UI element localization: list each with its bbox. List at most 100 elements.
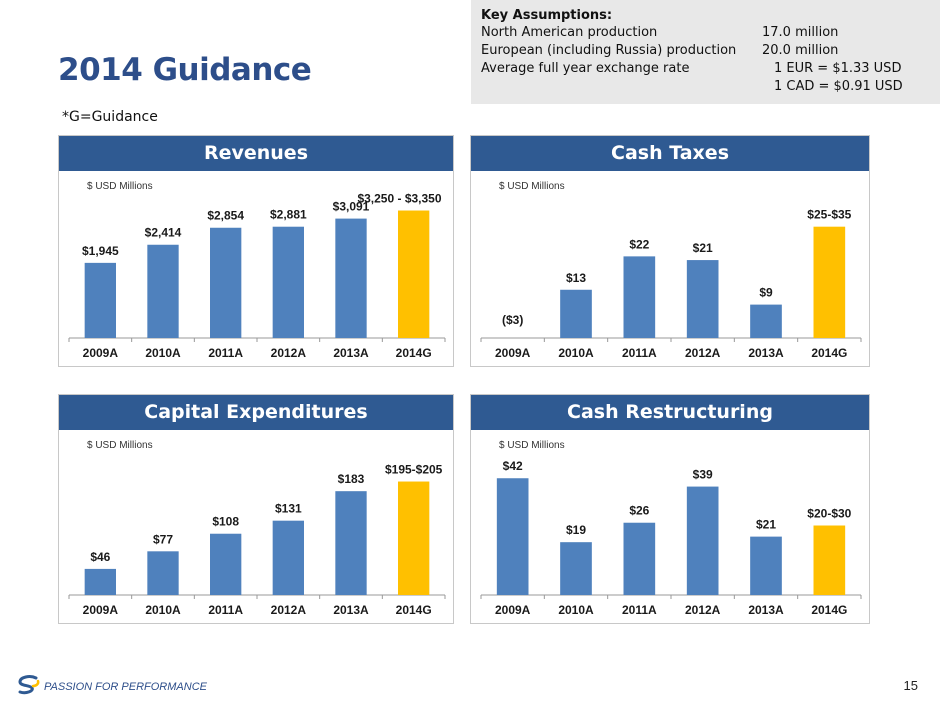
bar-2009A — [84, 568, 116, 595]
assumptions-heading: Key Assumptions: — [481, 8, 613, 23]
cash-taxes-chart: $ USD Millions ($3) 2009A $13 2010A $22 2011A $… — [480, 181, 862, 360]
bar-2009A — [84, 262, 116, 338]
category-label: 2009A — [495, 346, 531, 360]
data-label: $22 — [629, 237, 649, 251]
cash-taxes-header: Cash Taxes — [471, 136, 869, 171]
assumption-row: European (including Russia) production 2… — [481, 42, 940, 60]
data-label: $3,091 — [333, 200, 370, 214]
revenues-panel: Revenues $ USD Millions $1,945 2009A $2,414… — [58, 135, 454, 367]
category-label: 2009A — [83, 346, 119, 360]
category-label: 2010A — [558, 603, 594, 617]
company-logo-icon — [18, 675, 40, 695]
category-label: 2010A — [145, 346, 181, 360]
bar-2012A — [272, 520, 304, 595]
bar-2011A — [210, 533, 242, 595]
category-label: 2010A — [145, 603, 181, 617]
revenues-header: Revenues — [59, 136, 453, 171]
bar-2014G — [813, 226, 846, 338]
data-label: $25-$35 — [807, 208, 851, 222]
category-label: 2014G — [811, 346, 847, 360]
bar-2013A — [335, 491, 367, 595]
y-axis-unit-label: $ USD Millions — [87, 181, 153, 192]
category-label: 2014G — [396, 603, 432, 617]
data-label: $39 — [693, 468, 713, 482]
bar-2014G — [398, 210, 430, 338]
data-label: $77 — [153, 532, 173, 546]
cash-restructuring-chart: $ USD Millions $42 2009A $19 2010A $26 2011A $3… — [480, 440, 862, 617]
category-label: 2009A — [495, 603, 531, 617]
data-label: $21 — [693, 241, 713, 255]
bar-2011A — [623, 522, 656, 595]
assumption-row: 1 CAD = $0.91 USD — [481, 78, 940, 96]
data-label: $2,854 — [207, 209, 244, 223]
assumption-label: European (including Russia) production — [481, 43, 737, 58]
category-label: 2013A — [748, 603, 784, 617]
data-label: $131 — [275, 502, 302, 516]
data-label: $2,414 — [145, 226, 182, 240]
bar-2010A — [147, 551, 179, 595]
assumption-value: 1 EUR = $1.33 USD — [774, 61, 902, 76]
cash-taxes-panel: Cash Taxes $ USD Millions ($3) 2009A $13 201… — [470, 135, 870, 367]
assumption-value: 20.0 million — [762, 43, 839, 58]
data-label: $19 — [566, 523, 586, 537]
assumption-value: 1 CAD = $0.91 USD — [774, 79, 903, 94]
bar-2012A — [272, 226, 304, 338]
bar-2011A — [210, 227, 242, 338]
category-label: 2014G — [811, 603, 847, 617]
bar-2011A — [623, 256, 656, 338]
category-label: 2011A — [208, 603, 243, 617]
bar-2013A — [750, 304, 782, 338]
data-label: $3,250 - $3,350 — [357, 192, 441, 206]
y-axis-unit-label: $ USD Millions — [499, 181, 565, 192]
bar-2012A — [686, 260, 719, 338]
bar-2013A — [335, 218, 367, 338]
footer-tagline: PASSION FOR PERFORMANCE — [44, 681, 207, 693]
data-label: $108 — [212, 515, 239, 529]
data-label: ($3) — [502, 313, 523, 327]
category-label: 2013A — [333, 346, 369, 360]
category-label: 2012A — [685, 603, 721, 617]
assumption-value: 17.0 million — [762, 25, 839, 40]
data-label: $195-$205 — [385, 463, 443, 477]
data-label: $21 — [756, 518, 776, 532]
assumption-label: Average full year exchange rate — [481, 61, 690, 76]
category-label: 2011A — [622, 603, 657, 617]
data-label: $183 — [338, 472, 365, 486]
assumption-row: Average full year exchange rate 1 EUR = … — [481, 60, 940, 78]
data-label: $1,945 — [82, 244, 119, 258]
assumption-row: North American production 17.0 million — [481, 24, 940, 42]
cash-restructuring-panel: Cash Restructuring $ USD Millions $42 2009… — [470, 394, 870, 624]
page-title: 2014 Guidance — [58, 52, 312, 88]
data-label: $13 — [566, 271, 586, 285]
bar-2013A — [750, 536, 782, 595]
revenues-chart: $ USD Millions $1,945 2009A $2,414 2010A $2,8… — [68, 181, 446, 360]
bar-2010A — [560, 542, 592, 595]
guidance-note: *G=Guidance — [62, 109, 158, 125]
data-label: $20-$30 — [807, 507, 851, 521]
capital-expenditures-chart: $ USD Millions $46 2009A $77 2010A $108 2011A $… — [68, 440, 446, 617]
category-label: 2013A — [748, 346, 784, 360]
category-label: 2012A — [271, 603, 307, 617]
category-label: 2013A — [333, 603, 369, 617]
category-label: 2010A — [558, 346, 594, 360]
category-label: 2009A — [83, 603, 119, 617]
data-label: $42 — [503, 459, 523, 473]
bar-2014G — [398, 481, 430, 595]
category-label: 2014G — [396, 346, 432, 360]
y-axis-unit-label: $ USD Millions — [499, 440, 565, 451]
data-label: $26 — [629, 504, 649, 518]
data-label: $46 — [90, 550, 110, 564]
category-label: 2012A — [685, 346, 721, 360]
bar-2010A — [560, 289, 592, 338]
y-axis-unit-label: $ USD Millions — [87, 440, 153, 451]
assumption-label: North American production — [481, 25, 658, 40]
category-label: 2012A — [271, 346, 307, 360]
cash-restructuring-header: Cash Restructuring — [471, 395, 869, 430]
bar-2009A — [496, 478, 529, 595]
bar-2012A — [686, 486, 719, 595]
capital-expenditures-panel: Capital Expenditures $ USD Millions $46 20… — [58, 394, 454, 624]
category-label: 2011A — [208, 346, 243, 360]
key-assumptions-box: Key Assumptions: North American producti… — [471, 0, 940, 104]
data-label: $2,881 — [270, 208, 307, 222]
capital-expenditures-header: Capital Expenditures — [59, 395, 453, 430]
